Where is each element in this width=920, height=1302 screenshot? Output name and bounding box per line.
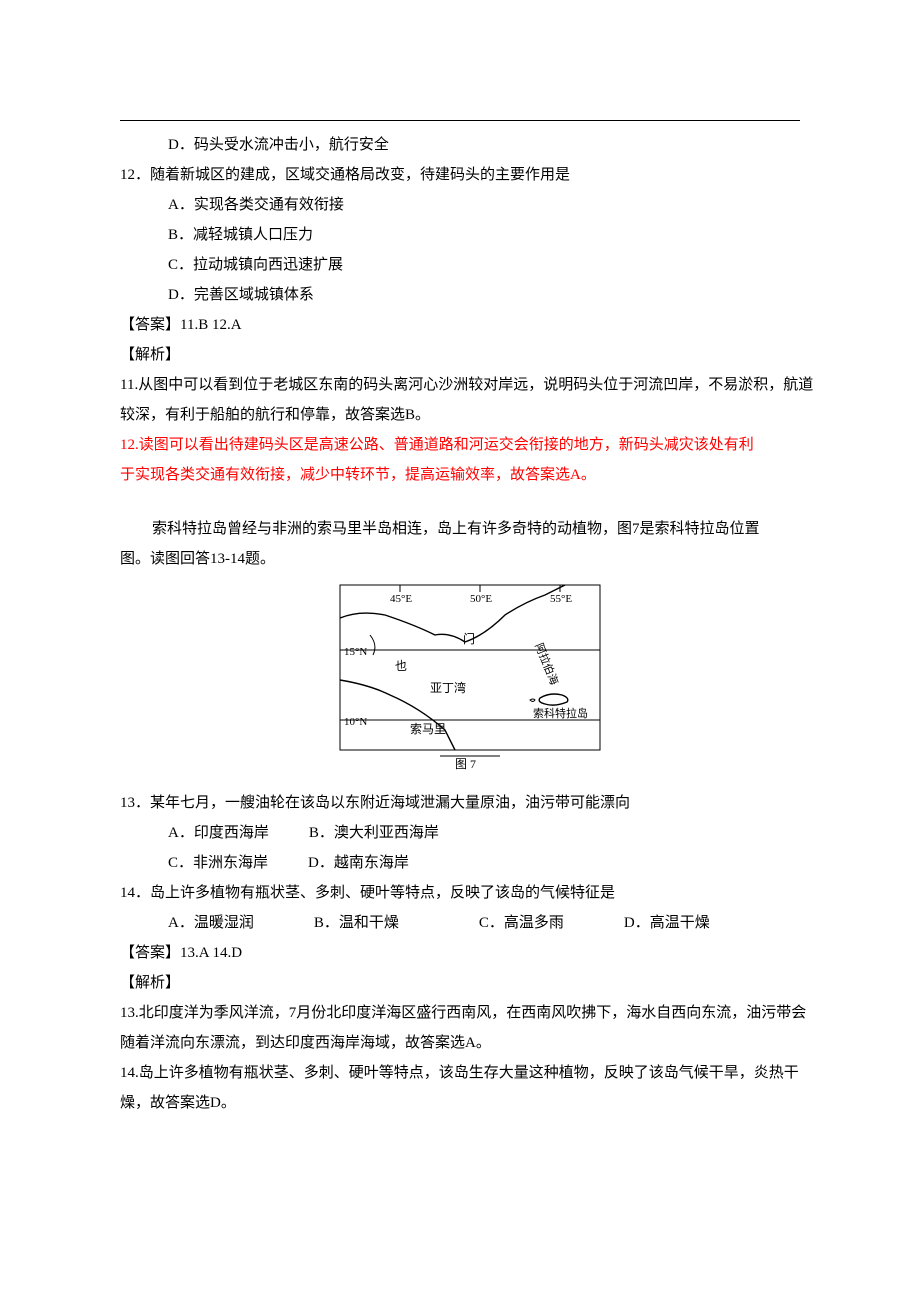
q13-option-c: C．非洲东海岸: [168, 855, 268, 871]
q14-stem: 14．岛上许多植物有瓶状茎、多刺、硬叶等特点，反映了该岛的气候特征是: [120, 878, 820, 908]
q13-stem: 13．某年七月，一艘油轮在该岛以东附近海域泄漏大量原油，油污带可能漂向: [120, 788, 820, 818]
answer-text-2: 13.A 14.D: [180, 945, 242, 961]
map-label-somalia: 索马里: [410, 722, 446, 736]
q13-option-a: A．印度西海岸: [168, 825, 269, 841]
page-content: D．码头受水流冲击小，航行安全 12．随着新城区的建成，区域交通格局改变，待建码…: [120, 130, 820, 1118]
q13-options-row1: A．印度西海岸 B．澳大利亚西海岸: [120, 818, 820, 848]
map-label-yemen: 也: [395, 659, 407, 673]
answer-block-1: 【答案】11.B 12.A: [120, 310, 820, 340]
q12-option-a: A．实现各类交通有效衔接: [120, 190, 820, 220]
q14-option-b: B．温和干燥: [314, 915, 399, 931]
answer-label-2: 【答案】: [120, 945, 180, 961]
q13-options-row2: C．非洲东海岸 D．越南东海岸: [120, 848, 820, 878]
q11-option-d: D．码头受水流冲击小，航行安全: [120, 130, 820, 160]
map-lon-45: 45°E: [390, 593, 412, 605]
map-lon-55: 55°E: [550, 593, 572, 605]
map-label-men: 门: [463, 631, 475, 646]
answer-text-1: 11.B 12.A: [180, 317, 242, 333]
explain-11: 11.从图中可以看到位于老城区东南的码头离河心沙洲较对岸远，说明码头位于河流凹岸…: [120, 370, 820, 430]
socotra-map: 45°E 50°E 55°E 15°N 10°N 也 门 亚丁湾 阿拉伯海 索马…: [335, 580, 605, 775]
figure-7-caption: 图 7: [455, 757, 476, 771]
map-label-arabian-sea: 阿拉伯海: [532, 641, 561, 687]
q14-option-c: C．高温多雨: [479, 915, 564, 931]
map-lat-10: 10°N: [344, 716, 367, 728]
spacer: [120, 490, 820, 514]
explain-14: 14.岛上许多植物有瓶状茎、多刺、硬叶等特点，该岛生存大量这种植物，反映了该岛气…: [120, 1058, 820, 1118]
answer-label-1: 【答案】: [120, 317, 180, 333]
q13-option-b: B．澳大利亚西海岸: [309, 825, 439, 841]
map-label-socotra: 索科特拉岛: [533, 706, 588, 720]
q12-option-c: C．拉动城镇向西迅速扩展: [120, 250, 820, 280]
map-label-aden: 亚丁湾: [430, 680, 466, 695]
explain-label-2: 【解析】: [120, 968, 820, 998]
explain-12: 12.读图可以看出待建码头区是高速公路、普通道路和河运交会衔接的地方，新码头减灾…: [120, 430, 760, 490]
q14-options-row: A．温暖湿润 B．温和干燥 C．高温多雨 D．高温干燥: [120, 908, 820, 938]
q14-option-a: A．温暖湿润: [168, 915, 254, 931]
q12-stem: 12．随着新城区的建成，区域交通格局改变，待建码头的主要作用是: [120, 160, 820, 190]
map-lon-50: 50°E: [470, 593, 492, 605]
q12-option-b: B．减轻城镇人口压力: [120, 220, 820, 250]
explain-13: 13.北印度洋为季风洋流，7月份北印度洋海区盛行西南风，在西南风吹拂下，海水自西…: [120, 998, 820, 1058]
map-lat-15: 15°N: [344, 646, 367, 658]
q14-option-d: D．高温干燥: [624, 915, 710, 931]
explain-label-1: 【解析】: [120, 340, 820, 370]
q13-option-d: D．越南东海岸: [308, 855, 409, 871]
answer-block-2: 【答案】13.A 14.D: [120, 938, 820, 968]
top-rule: [120, 120, 800, 121]
figure-7-wrap: 45°E 50°E 55°E 15°N 10°N 也 门 亚丁湾 阿拉伯海 索马…: [120, 574, 820, 788]
q12-option-d: D．完善区域城镇体系: [120, 280, 820, 310]
intro-socotra: 索科特拉岛曾经与非洲的索马里半岛相连，岛上有许多奇特的动植物，图7是索科特拉岛位…: [120, 514, 780, 574]
